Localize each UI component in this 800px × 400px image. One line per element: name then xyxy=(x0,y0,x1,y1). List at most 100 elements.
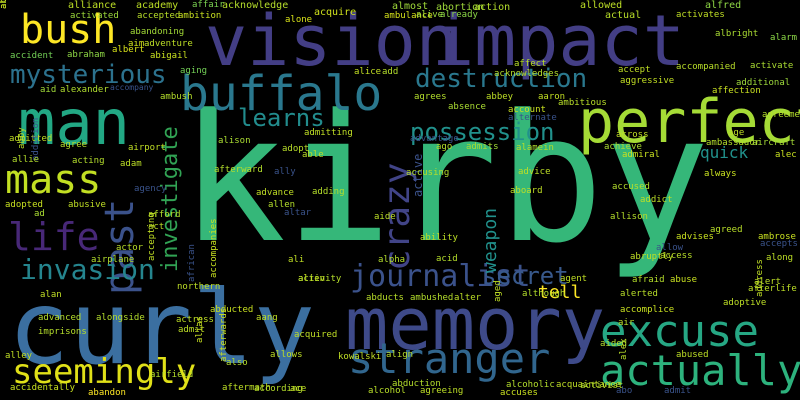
word-185: acquaintance xyxy=(556,380,622,390)
word-114: allen xyxy=(268,200,296,210)
word-104: advice xyxy=(518,167,551,177)
word-176: accidentally xyxy=(10,383,76,393)
word-172: allows xyxy=(270,350,303,360)
word-80: alamein xyxy=(516,143,554,153)
word-10: actually xyxy=(600,346,800,395)
word-142: abducts xyxy=(366,293,404,303)
word-92: agree xyxy=(60,140,88,150)
word-38: alfred xyxy=(705,0,742,11)
word-94: allie xyxy=(12,155,40,165)
word-11: seemingly xyxy=(12,352,197,392)
word-8: stranger xyxy=(348,334,551,383)
word-164: aided xyxy=(600,339,628,349)
word-75: account xyxy=(508,105,546,115)
word-43: ambulance xyxy=(384,11,433,21)
word-9: excuse xyxy=(600,306,759,357)
word-34: almost xyxy=(392,1,429,12)
word-116: agreed xyxy=(710,225,743,235)
word-115: advises xyxy=(676,232,714,242)
word-151: alerted xyxy=(620,289,658,299)
word-184: accuses xyxy=(500,388,538,398)
word-188: admit xyxy=(664,386,692,396)
word-45: already xyxy=(440,10,478,20)
word-81: achieve xyxy=(604,142,642,152)
word-20: journalist xyxy=(350,259,531,294)
word-138: northern xyxy=(177,282,221,292)
word-76: alternate xyxy=(508,113,557,123)
word-128: ali xyxy=(288,255,305,265)
word-50: accident xyxy=(10,51,54,61)
word-4: man xyxy=(18,86,130,159)
word-175: alcoholic xyxy=(506,380,555,390)
word-167: abused xyxy=(676,350,709,360)
word-53: albert xyxy=(112,45,145,55)
word-1: curly xyxy=(8,269,316,388)
word-86: agreement xyxy=(762,110,800,120)
word-96: adam xyxy=(120,159,142,169)
word-100: able xyxy=(302,150,324,160)
word-147: abuse xyxy=(670,275,698,285)
word-165: alias xyxy=(195,315,205,343)
word-46: actual xyxy=(605,10,642,21)
word-56: abigail xyxy=(150,51,188,61)
word-117: afford xyxy=(148,210,181,220)
word-180: ace xyxy=(290,384,307,394)
word-155: advanced xyxy=(38,313,82,323)
word-183: agreeing xyxy=(420,386,464,396)
word-64: accept xyxy=(618,65,651,75)
word-23: secret xyxy=(482,262,569,290)
word-84: admiral xyxy=(622,150,660,160)
word-98: admitting xyxy=(304,128,353,138)
word-12: mass xyxy=(5,157,102,203)
word-67: aggressive xyxy=(620,76,675,86)
word-77: advantage xyxy=(410,134,459,144)
word-69: affection xyxy=(712,86,761,96)
word-31: affair xyxy=(192,0,225,10)
word-160: air xyxy=(618,318,635,328)
word-99: adopt xyxy=(282,144,310,154)
word-33: acquire xyxy=(314,7,357,18)
word-105: always xyxy=(704,169,737,179)
word-137: airplane xyxy=(91,255,135,265)
word-141: aged xyxy=(493,280,503,302)
word-193: al xyxy=(0,0,9,9)
word-6: perfect xyxy=(578,87,800,157)
word-62: alice xyxy=(354,67,382,77)
word-28: quick xyxy=(700,143,749,162)
word-3: impact xyxy=(432,0,685,82)
word-52: abandoning xyxy=(130,27,185,37)
word-54: aim xyxy=(128,39,145,49)
word-40: accepted xyxy=(137,11,181,21)
word-93: airport xyxy=(128,143,166,153)
word-189: affect xyxy=(514,59,547,69)
word-170: also xyxy=(226,358,248,368)
word-41: ambition xyxy=(178,11,222,21)
word-159: accomplice xyxy=(620,305,675,315)
word-158: aang xyxy=(256,313,278,323)
word-30: academy xyxy=(136,0,179,11)
word-83: ambassador xyxy=(706,138,761,148)
word-49: alarm xyxy=(770,33,798,43)
word-152: address xyxy=(755,259,765,297)
word-134: access xyxy=(660,251,693,261)
word-191: african xyxy=(187,244,197,282)
word-111: adopted xyxy=(5,200,43,210)
word-144: alter xyxy=(454,293,482,303)
word-88: age xyxy=(728,128,745,138)
word-70: aaron xyxy=(538,92,566,102)
word-97: alison xyxy=(218,136,251,146)
word-162: admit xyxy=(178,325,206,335)
word-57: aid xyxy=(40,85,57,95)
word-35: abortion xyxy=(436,2,485,13)
word-133: accompanies xyxy=(209,218,219,278)
word-113: abusive xyxy=(68,200,106,210)
word-143: ambushed xyxy=(410,293,454,303)
word-103: accusing xyxy=(406,168,450,178)
word-44: alive xyxy=(416,10,444,20)
word-78: ago xyxy=(436,142,453,152)
word-130: ability xyxy=(420,233,458,243)
word-82: across xyxy=(616,130,649,140)
word-27: tell xyxy=(538,282,582,303)
word-42: alone xyxy=(285,15,313,25)
